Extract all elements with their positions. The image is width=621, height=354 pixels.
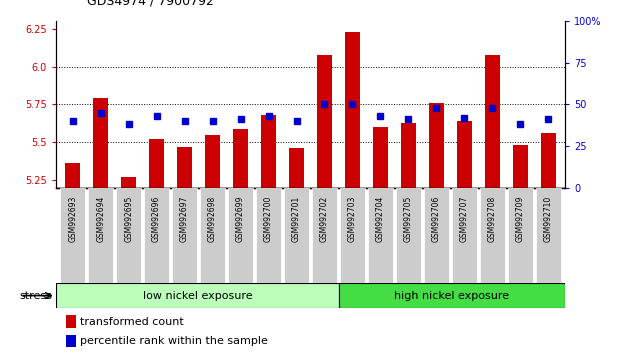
FancyBboxPatch shape <box>200 188 225 283</box>
Bar <box>66 335 76 347</box>
FancyBboxPatch shape <box>88 188 113 283</box>
Bar <box>233 129 248 188</box>
Text: GSM992700: GSM992700 <box>264 195 273 242</box>
Text: GSM992694: GSM992694 <box>96 195 105 242</box>
Bar <box>93 98 108 188</box>
FancyBboxPatch shape <box>396 188 421 283</box>
Bar <box>484 55 500 188</box>
Bar <box>121 177 137 188</box>
Bar <box>513 145 528 188</box>
Bar <box>317 55 332 188</box>
Text: low nickel exposure: low nickel exposure <box>143 291 252 301</box>
Text: transformed count: transformed count <box>80 316 184 327</box>
Bar <box>149 139 165 188</box>
Bar <box>261 115 276 188</box>
Text: GSM992695: GSM992695 <box>124 195 133 242</box>
FancyBboxPatch shape <box>452 188 477 283</box>
FancyBboxPatch shape <box>480 188 505 283</box>
FancyBboxPatch shape <box>508 188 533 283</box>
FancyBboxPatch shape <box>60 188 85 283</box>
Text: GSM992696: GSM992696 <box>152 195 161 242</box>
Text: GSM992707: GSM992707 <box>460 195 469 242</box>
Bar <box>289 148 304 188</box>
FancyBboxPatch shape <box>256 188 281 283</box>
Bar <box>56 283 339 308</box>
Bar <box>541 133 556 188</box>
FancyBboxPatch shape <box>536 188 561 283</box>
Text: GSM992702: GSM992702 <box>320 195 329 241</box>
Text: GDS4974 / 7900792: GDS4974 / 7900792 <box>87 0 214 7</box>
Text: GSM992710: GSM992710 <box>544 195 553 241</box>
FancyBboxPatch shape <box>172 188 197 283</box>
FancyBboxPatch shape <box>284 188 309 283</box>
FancyBboxPatch shape <box>424 188 449 283</box>
Text: GSM992701: GSM992701 <box>292 195 301 241</box>
Text: high nickel exposure: high nickel exposure <box>394 291 509 301</box>
Bar <box>66 315 76 328</box>
Text: GSM992699: GSM992699 <box>236 195 245 242</box>
Bar <box>428 103 444 188</box>
Text: GSM992697: GSM992697 <box>180 195 189 242</box>
Bar <box>339 283 565 308</box>
Text: GSM992703: GSM992703 <box>348 195 357 242</box>
Text: GSM992704: GSM992704 <box>376 195 385 242</box>
Bar <box>177 147 193 188</box>
FancyBboxPatch shape <box>340 188 365 283</box>
Text: GSM992708: GSM992708 <box>488 195 497 241</box>
Text: GSM992705: GSM992705 <box>404 195 413 242</box>
FancyBboxPatch shape <box>228 188 253 283</box>
Bar <box>456 121 472 188</box>
FancyBboxPatch shape <box>312 188 337 283</box>
Text: stress: stress <box>20 291 53 301</box>
FancyBboxPatch shape <box>368 188 393 283</box>
Text: GSM992706: GSM992706 <box>432 195 441 242</box>
FancyBboxPatch shape <box>144 188 169 283</box>
Bar <box>205 135 220 188</box>
Bar <box>345 32 360 188</box>
Text: percentile rank within the sample: percentile rank within the sample <box>80 336 268 346</box>
Bar <box>373 127 388 188</box>
FancyBboxPatch shape <box>116 188 141 283</box>
Text: GSM992709: GSM992709 <box>516 195 525 242</box>
Bar <box>401 122 416 188</box>
Text: GSM992693: GSM992693 <box>68 195 77 242</box>
Bar <box>65 164 80 188</box>
Text: GSM992698: GSM992698 <box>208 195 217 241</box>
